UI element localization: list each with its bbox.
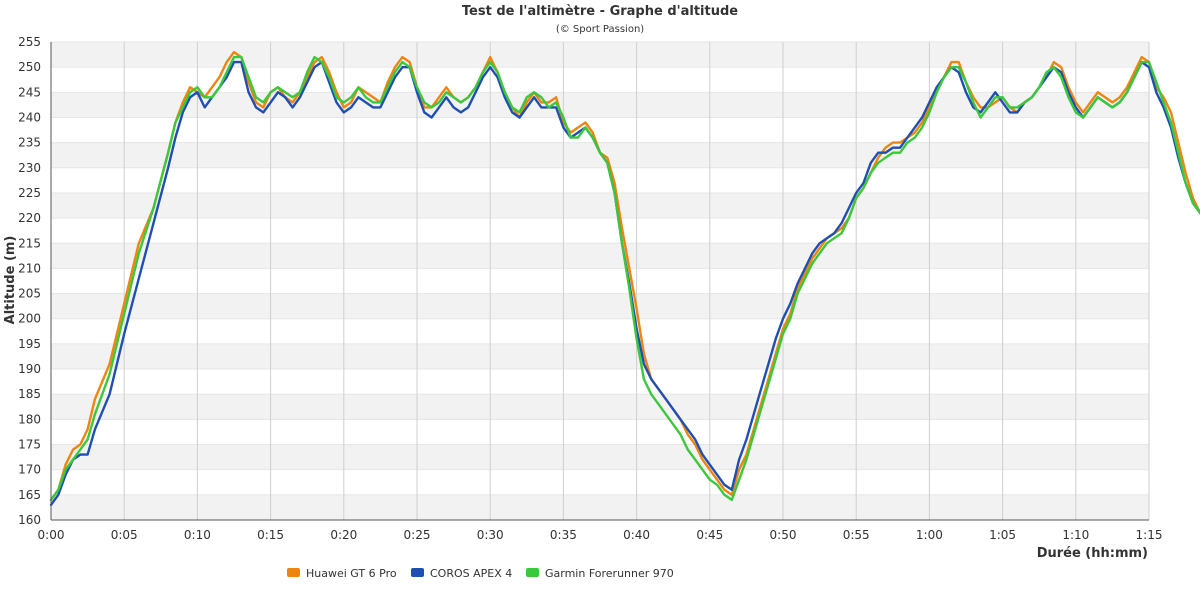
legend-item-0[interactable]: Huawei GT 6 Pro — [287, 567, 397, 580]
chart-subtitle: (© Sport Passion) — [556, 24, 644, 35]
y-tick-label: 200 — [18, 312, 41, 326]
chart-title: Test de l'altimètre - Graphe d'altitude — [462, 4, 738, 19]
grid-band — [51, 343, 1149, 370]
grid-band — [51, 293, 1149, 319]
grid-band — [51, 42, 1149, 68]
legend-swatch — [526, 568, 539, 577]
legend-label: COROS APEX 4 — [430, 567, 512, 580]
y-tick-label: 160 — [18, 513, 41, 527]
legend-swatch — [411, 568, 424, 577]
legend-label: Huawei GT 6 Pro — [306, 567, 397, 580]
legend-label: Garmin Forerunner 970 — [545, 567, 674, 580]
y-tick-label: 175 — [18, 438, 41, 452]
y-tick-label: 235 — [18, 136, 41, 150]
y-tick-label: 185 — [18, 387, 41, 401]
x-tick-label: 1:15 — [1136, 528, 1163, 542]
y-tick-label: 190 — [18, 362, 41, 376]
legend-item-1[interactable]: COROS APEX 4 — [411, 567, 512, 580]
series-line-2 — [49, 55, 1200, 502]
y-tick-label: 170 — [18, 463, 41, 477]
x-tick-label: 0:05 — [111, 528, 138, 542]
series-line-1 — [49, 60, 1200, 507]
x-tick-label: 0:55 — [843, 528, 870, 542]
y-tick-label: 225 — [18, 186, 41, 200]
grid-band — [51, 394, 1149, 420]
y-tick-label: 210 — [18, 261, 41, 275]
y-tick-label: 195 — [18, 337, 41, 351]
x-tick-label: 0:30 — [477, 528, 504, 542]
x-tick-label: 1:00 — [916, 528, 943, 542]
y-axis-label: Altitude (m) — [3, 236, 18, 325]
x-tick-label: 1:10 — [1062, 528, 1089, 542]
x-axis-label: Durée (hh:mm) — [1037, 546, 1148, 561]
x-tick-label: 0:00 — [38, 528, 65, 542]
x-tick-label: 0:15 — [257, 528, 284, 542]
grid-band — [51, 494, 1149, 520]
x-tick-label: 0:35 — [550, 528, 577, 542]
legend: Huawei GT 6 Pro COROS APEX 4 Garmin Foreru… — [287, 567, 674, 580]
x-tick-label: 1:05 — [989, 528, 1016, 542]
legend-swatch — [287, 568, 300, 577]
y-tick-label: 165 — [18, 488, 41, 502]
y-tick-label: 205 — [18, 287, 41, 301]
y-tick-label: 230 — [18, 161, 41, 175]
grid-band — [51, 192, 1149, 219]
x-tick-label: 0:45 — [696, 528, 723, 542]
y-tick-label: 245 — [18, 85, 41, 99]
x-tick-label: 0:25 — [404, 528, 431, 542]
y-tick-label: 255 — [18, 35, 41, 49]
grid-band — [51, 142, 1149, 168]
grid-band — [51, 444, 1149, 470]
series-group — [49, 50, 1200, 507]
grid-bands — [51, 41, 1149, 521]
legend-item-2[interactable]: Garmin Forerunner 970 — [526, 567, 674, 580]
grid-band — [51, 92, 1149, 118]
x-tick-label: 0:10 — [184, 528, 211, 542]
y-tick-label: 215 — [18, 236, 41, 250]
x-tick-label: 0:50 — [770, 528, 797, 542]
series-line-0 — [49, 50, 1200, 502]
x-tick-label: 0:40 — [623, 528, 650, 542]
x-tick-label: 0:20 — [330, 528, 357, 542]
y-tick-label: 250 — [18, 60, 41, 74]
grid-band — [51, 243, 1149, 269]
y-tick-label: 180 — [18, 412, 41, 426]
y-tick-label: 240 — [18, 110, 41, 124]
y-tick-label: 220 — [18, 211, 41, 225]
axes-group: 160 165 170 175 180 185 190 195 200 205 210 215 220 2… — [18, 35, 1162, 542]
